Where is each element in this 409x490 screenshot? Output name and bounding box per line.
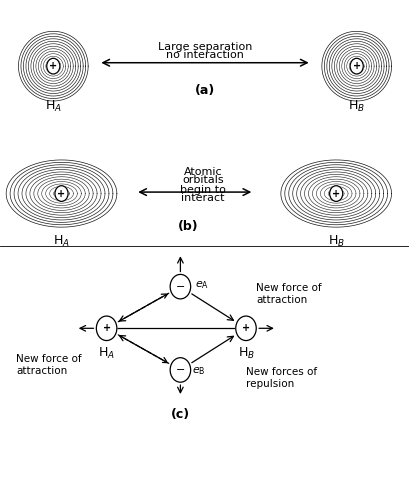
Text: +: + [57, 189, 65, 198]
Text: +: + [241, 323, 249, 333]
Circle shape [329, 186, 342, 201]
Text: $e_{\rm A}$: $e_{\rm A}$ [194, 279, 208, 291]
Text: (a): (a) [194, 84, 215, 97]
Text: Atomic: Atomic [183, 168, 222, 177]
Text: Large separation: Large separation [157, 42, 252, 51]
Text: +: + [49, 61, 57, 71]
Text: H$_B$: H$_B$ [237, 345, 254, 361]
Text: $e_{\rm B}$: $e_{\rm B}$ [191, 365, 205, 377]
Circle shape [170, 274, 190, 299]
Text: (c): (c) [171, 408, 189, 420]
Circle shape [55, 186, 68, 201]
Text: interact: interact [181, 194, 224, 203]
Text: orbitals: orbitals [182, 175, 223, 185]
Circle shape [47, 58, 60, 74]
Circle shape [96, 316, 117, 341]
Text: New force of
attraction: New force of attraction [16, 354, 82, 376]
Text: New forces of
repulsion: New forces of repulsion [245, 368, 316, 389]
Text: H$_B$: H$_B$ [327, 234, 344, 249]
Text: −: − [175, 282, 184, 292]
Text: no interaction: no interaction [166, 50, 243, 60]
Text: begin to: begin to [180, 185, 225, 195]
Circle shape [170, 358, 190, 382]
Text: +: + [102, 323, 110, 333]
Text: H$_B$: H$_B$ [347, 99, 364, 114]
Text: New force of
attraction: New force of attraction [256, 283, 321, 305]
Circle shape [349, 58, 362, 74]
Text: +: + [331, 189, 339, 198]
Text: H$_A$: H$_A$ [45, 99, 62, 114]
Circle shape [235, 316, 256, 341]
Text: (b): (b) [178, 220, 198, 233]
Text: +: + [352, 61, 360, 71]
Text: H$_A$: H$_A$ [98, 345, 115, 361]
Text: H$_A$: H$_A$ [53, 234, 70, 249]
Text: −: − [175, 365, 184, 375]
